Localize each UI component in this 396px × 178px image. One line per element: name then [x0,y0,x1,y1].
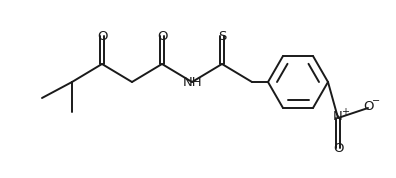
Text: O: O [157,30,167,43]
Text: S: S [218,30,226,43]
Text: O: O [333,142,343,155]
Text: N: N [333,111,343,124]
Text: NH: NH [183,77,203,90]
Text: O: O [97,30,107,43]
Text: O: O [364,101,374,114]
Text: −: − [372,96,380,106]
Text: +: + [341,107,349,117]
